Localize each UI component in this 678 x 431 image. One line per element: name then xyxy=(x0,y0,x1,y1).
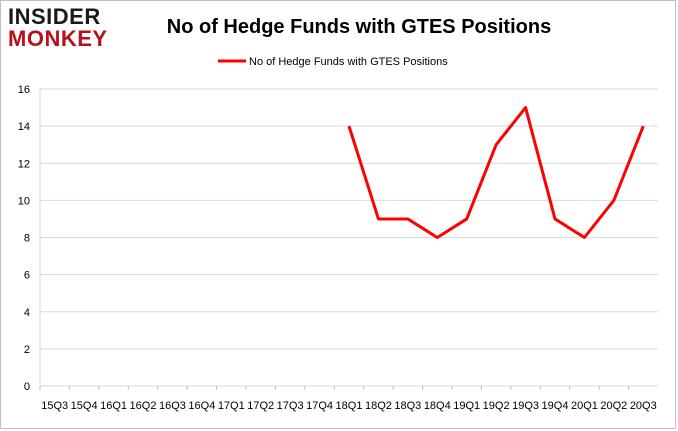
y-tick-label: 6 xyxy=(24,270,30,282)
series-group xyxy=(347,106,645,239)
x-tick-label: 16Q1 xyxy=(100,400,127,412)
x-tick-label: 17Q4 xyxy=(306,400,333,412)
chart-title: No of Hedge Funds with GTES Positions xyxy=(166,16,552,38)
x-tick-label: 17Q1 xyxy=(218,400,245,412)
gridlines xyxy=(39,88,658,387)
x-tick-label: 20Q2 xyxy=(600,400,627,412)
x-tick-label: 17Q3 xyxy=(277,400,304,412)
x-tick-label: 19Q2 xyxy=(483,400,510,412)
y-tick-label: 16 xyxy=(18,84,30,96)
x-tick-label: 18Q2 xyxy=(365,400,392,412)
legend-label: No of Hedge Funds with GTES Positions xyxy=(249,56,448,68)
x-tick-label: 17Q2 xyxy=(247,400,274,412)
y-tick-label: 4 xyxy=(24,307,30,319)
x-tick-label: 18Q4 xyxy=(424,400,451,412)
series-line xyxy=(347,106,645,239)
insider-monkey-logo: INSIDER MONKEY xyxy=(8,6,128,56)
x-tick-label: 19Q3 xyxy=(512,400,539,412)
y-tick-label: 12 xyxy=(18,158,30,170)
x-tick-label: 20Q3 xyxy=(630,400,657,412)
x-tick-label: 18Q3 xyxy=(394,400,421,412)
x-tick-label: 19Q4 xyxy=(542,400,569,412)
x-tick-label: 16Q4 xyxy=(188,400,215,412)
y-tick-label: 2 xyxy=(24,344,30,356)
y-tick-label: 0 xyxy=(24,381,30,393)
x-tick-label: 16Q3 xyxy=(159,400,186,412)
x-tick-label: 20Q1 xyxy=(571,400,598,412)
y-axis-ticks: 0 2 4 6 8 10 12 14 16 xyxy=(18,84,30,393)
x-tick-label: 15Q3 xyxy=(41,400,68,412)
logo-line-2: MONKEY xyxy=(8,26,108,51)
x-axis-ticks: 15Q3 15Q4 16Q1 16Q2 16Q3 16Q4 17Q1 17Q2 17Q3 17Q4… xyxy=(39,386,657,412)
x-tick-label: 19Q1 xyxy=(453,400,480,412)
x-tick-label: 18Q1 xyxy=(336,400,363,412)
y-tick-label: 14 xyxy=(18,121,30,133)
y-tick-label: 8 xyxy=(24,233,30,245)
x-tick-label: 15Q4 xyxy=(71,400,98,412)
legend: No of Hedge Funds with GTES Positions xyxy=(218,56,448,68)
x-tick-label: 16Q2 xyxy=(130,400,157,412)
y-tick-label: 10 xyxy=(18,195,30,207)
logo-line-1: INSIDER xyxy=(8,4,101,29)
